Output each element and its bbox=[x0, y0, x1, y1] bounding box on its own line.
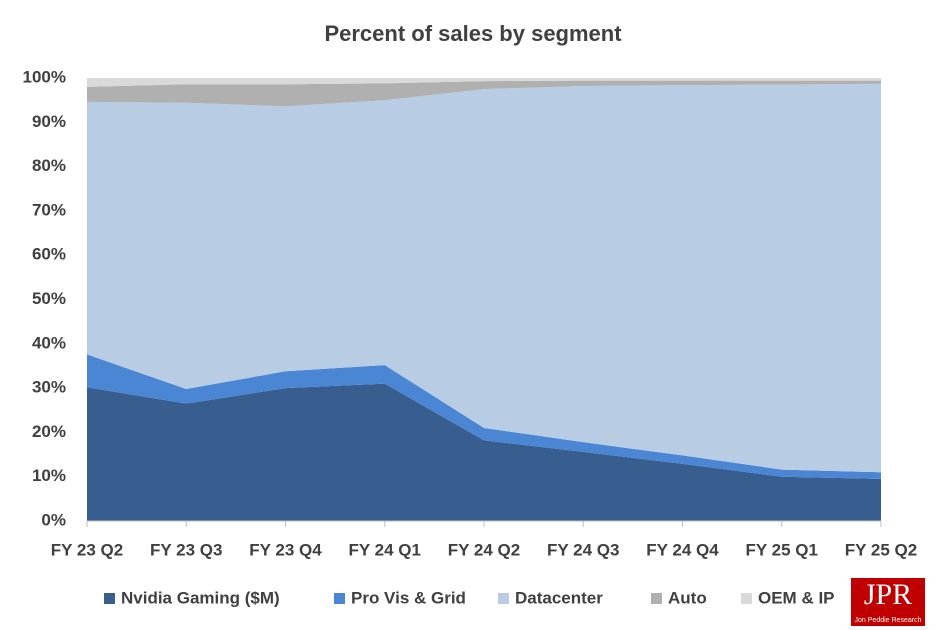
x-tick-label: FY 24 Q1 bbox=[349, 540, 421, 559]
x-tick-label: FY 23 Q2 bbox=[51, 540, 123, 559]
x-tick-label: FY 23 Q4 bbox=[249, 540, 322, 559]
legend-swatch bbox=[741, 593, 752, 604]
x-tick-label: FY 24 Q4 bbox=[646, 540, 719, 559]
y-tick-label: 50% bbox=[32, 289, 66, 308]
legend-label: Auto bbox=[668, 588, 707, 607]
legend-label: Datacenter bbox=[515, 588, 603, 607]
area bbox=[87, 78, 881, 87]
x-tick-label: FY 25 Q1 bbox=[746, 540, 818, 559]
legend-swatch bbox=[498, 593, 509, 604]
y-tick-label: 100% bbox=[23, 67, 66, 86]
x-tick-label: FY 25 Q2 bbox=[845, 540, 917, 559]
legend-label: Nvidia Gaming ($M) bbox=[121, 588, 280, 607]
legend-label: OEM & IP bbox=[758, 588, 835, 607]
x-tick-label: FY 24 Q2 bbox=[448, 540, 520, 559]
y-tick-label: 40% bbox=[32, 333, 66, 352]
area bbox=[87, 383, 881, 521]
legend-label: Pro Vis & Grid bbox=[351, 588, 466, 607]
y-tick-label: 10% bbox=[32, 466, 66, 485]
y-tick-label: 90% bbox=[32, 112, 66, 131]
y-tick-label: 80% bbox=[32, 156, 66, 175]
area bbox=[87, 354, 881, 479]
logo-box bbox=[851, 578, 925, 626]
y-tick-label: 20% bbox=[32, 422, 66, 441]
legend-swatch bbox=[104, 593, 115, 604]
chart-title: Percent of sales by segment bbox=[324, 21, 622, 46]
x-tick-label: FY 23 Q3 bbox=[150, 540, 222, 559]
y-tick-label: 0% bbox=[41, 510, 66, 529]
area bbox=[87, 83, 881, 473]
legend-swatch bbox=[651, 593, 662, 604]
y-tick-label: 60% bbox=[32, 245, 66, 264]
y-tick-label: 70% bbox=[32, 200, 66, 219]
legend-swatch bbox=[334, 593, 345, 604]
logo-subtitle: Jon Peddie Research bbox=[855, 617, 922, 624]
area bbox=[87, 80, 881, 107]
x-tick-label: FY 24 Q3 bbox=[547, 540, 619, 559]
logo-text: JPR bbox=[864, 578, 912, 611]
y-tick-label: 30% bbox=[32, 378, 66, 397]
logo: JPR Jon Peddie Research bbox=[851, 578, 925, 626]
